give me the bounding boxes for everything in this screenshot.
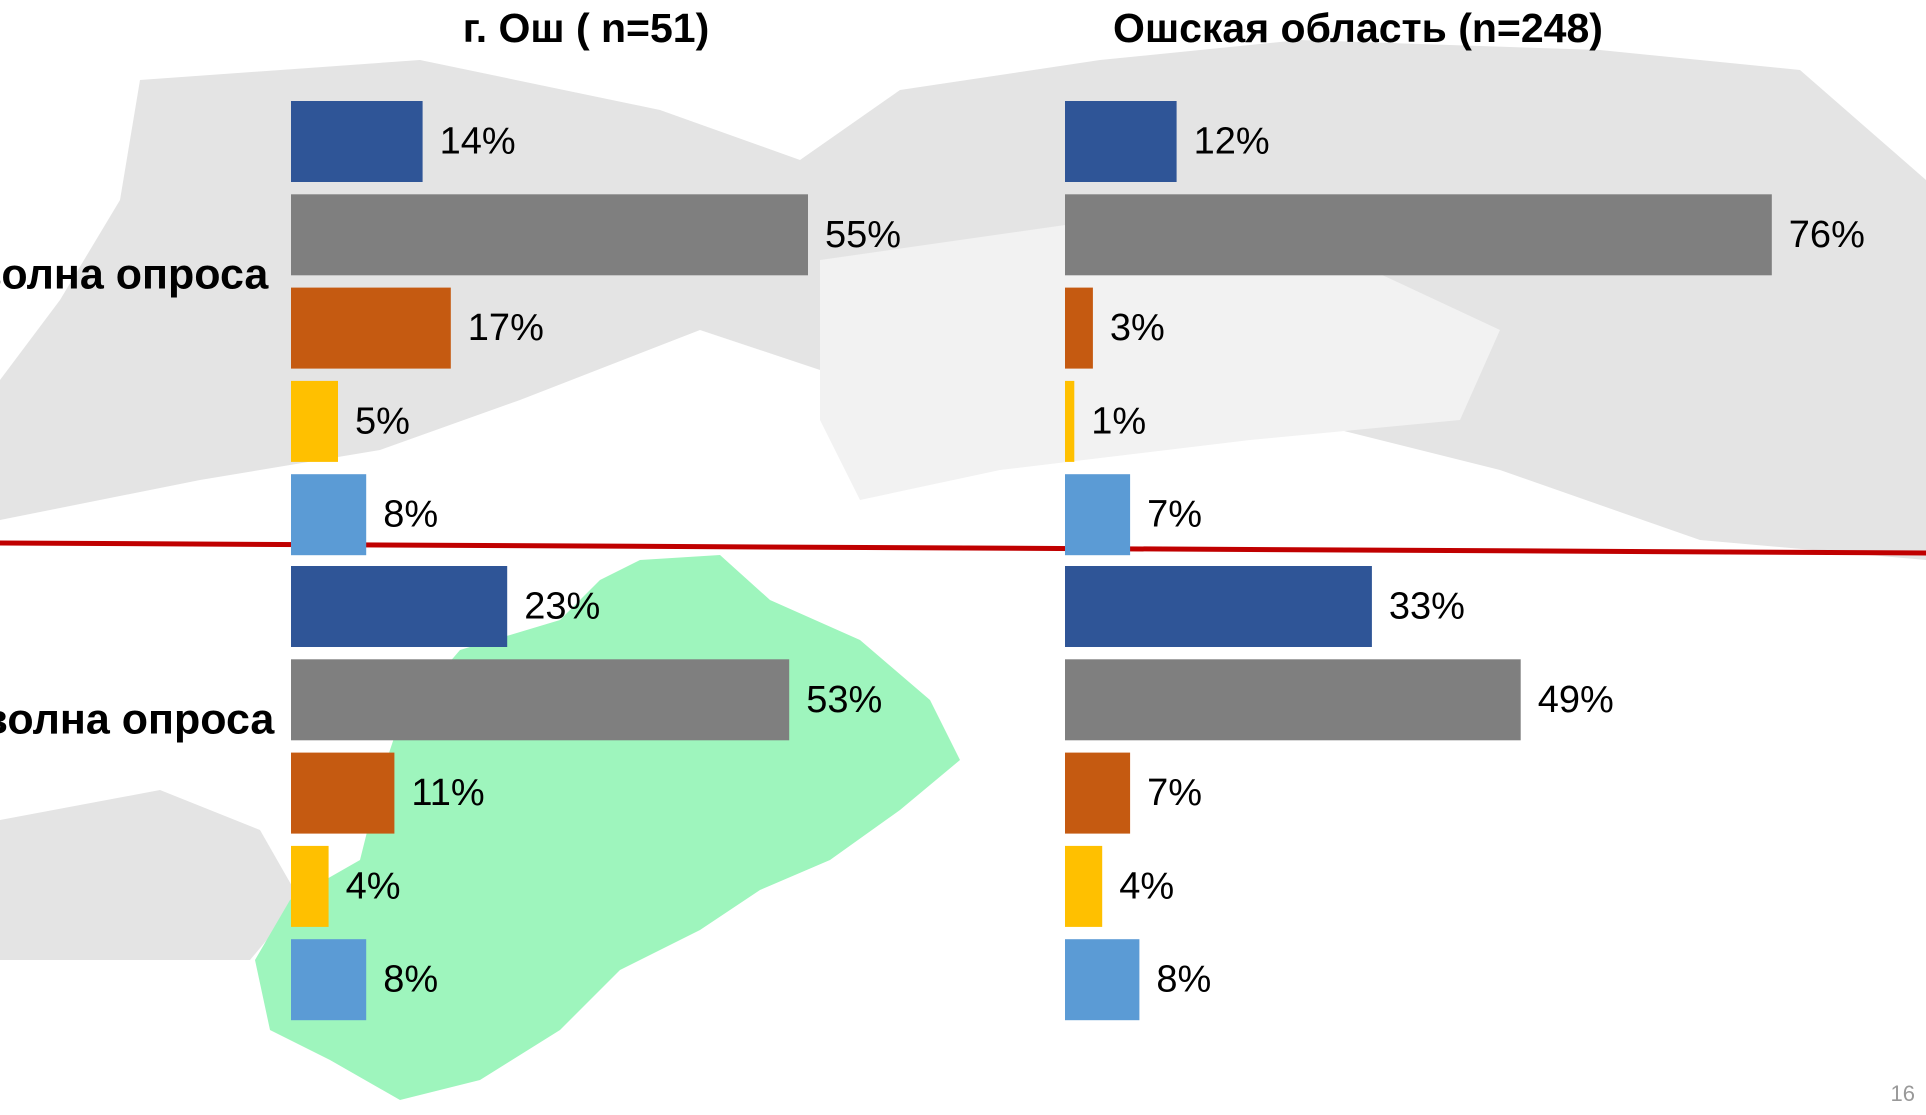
value-label: 12% bbox=[1194, 121, 1270, 163]
bar bbox=[1065, 845, 1103, 927]
value-label: 8% bbox=[383, 494, 438, 536]
bar bbox=[291, 101, 423, 182]
value-label: 8% bbox=[1156, 959, 1211, 1001]
value-label: 8% bbox=[383, 959, 438, 1001]
value-label: 33% bbox=[1389, 586, 1465, 628]
bar bbox=[1065, 566, 1372, 647]
bar bbox=[1065, 287, 1093, 369]
bar bbox=[1065, 474, 1131, 556]
chart-title: г. Ош ( n=51) bbox=[463, 5, 710, 51]
bar bbox=[291, 287, 451, 369]
page-number: 16 bbox=[1891, 1081, 1915, 1106]
bar bbox=[1065, 659, 1521, 741]
bar bbox=[291, 752, 395, 834]
value-label: 7% bbox=[1147, 494, 1202, 536]
bar bbox=[1065, 752, 1131, 834]
divider-line bbox=[0, 540, 1926, 556]
bar bbox=[1065, 101, 1177, 182]
value-label: 4% bbox=[1119, 865, 1174, 907]
value-label: 4% bbox=[346, 865, 401, 907]
bar bbox=[291, 845, 329, 927]
value-label: 11% bbox=[411, 772, 484, 814]
value-label: 23% bbox=[524, 586, 600, 628]
bar bbox=[291, 566, 508, 647]
row-label: 2 волна опроса bbox=[0, 695, 275, 743]
value-label: 49% bbox=[1538, 679, 1614, 721]
value-label: 76% bbox=[1789, 214, 1865, 256]
bar bbox=[1065, 939, 1140, 1021]
bar bbox=[291, 659, 790, 741]
value-label: 14% bbox=[440, 121, 516, 163]
value-label: 7% bbox=[1147, 772, 1202, 814]
map-region bbox=[0, 790, 300, 960]
bar bbox=[1065, 194, 1772, 276]
bar bbox=[291, 194, 808, 276]
bar bbox=[291, 380, 338, 462]
row-label: 1 волна опроса bbox=[0, 250, 269, 298]
bar bbox=[291, 474, 367, 556]
value-label: 53% bbox=[806, 679, 882, 721]
value-label: 1% bbox=[1091, 400, 1146, 442]
bar bbox=[1065, 380, 1075, 462]
chart-title: Ошская область (n=248) bbox=[1113, 5, 1603, 51]
value-label: 17% bbox=[468, 307, 544, 349]
value-label: 55% bbox=[825, 214, 901, 256]
bar bbox=[291, 939, 367, 1021]
value-label: 5% bbox=[355, 400, 410, 442]
value-label: 3% bbox=[1110, 307, 1165, 349]
map-region bbox=[820, 220, 1500, 500]
